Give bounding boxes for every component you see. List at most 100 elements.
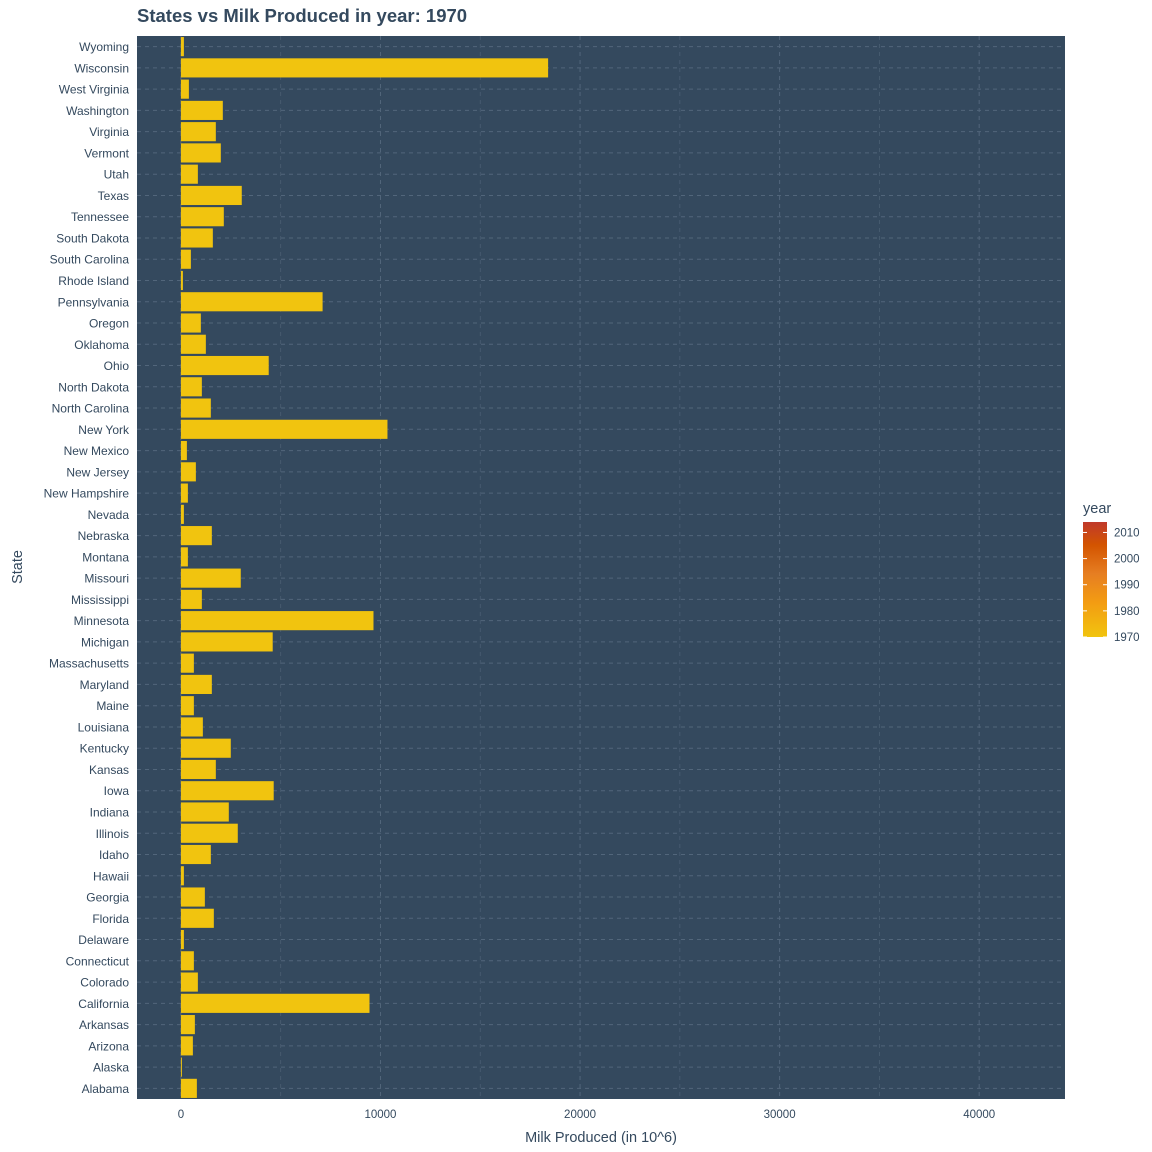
bar-south-carolina [180,249,191,269]
y-tick-label: Nevada [88,508,130,522]
bar-new-hampshire [180,483,188,503]
y-tick-label: Kansas [89,763,129,777]
x-tick-labels: 0 10000 20000 30000 40000 [178,1109,995,1121]
y-tick-label: Oregon [89,317,129,331]
y-tick-label: Michigan [81,635,129,649]
y-tick-label: Wyoming [79,40,129,54]
y-tick-label: Mississippi [71,593,129,607]
y-tick-label: Virginia [89,125,129,139]
bar-colorado [180,972,198,992]
y-tick-label: Arkansas [79,1018,129,1032]
y-tick-label: West Virginia [59,83,130,97]
y-tick-label: Colorado [80,976,129,990]
y-tick-label: Georgia [86,891,129,905]
y-tick-label: Delaware [78,933,129,947]
y-tick-label: Vermont [84,146,129,160]
y-tick-label: Alaska [93,1061,129,1075]
y-axis-title: State [10,550,26,584]
bar-nebraska [180,526,212,546]
plot-panel [137,36,1065,1099]
y-tick-label: North Dakota [58,380,129,394]
y-tick-label: New Jersey [66,465,129,479]
bar-new-jersey [180,462,196,482]
y-tick-label: South Carolina [50,253,130,267]
y-tick-label: Iowa [104,784,130,798]
bar-louisiana [180,717,203,737]
bar-new-mexico [180,441,187,461]
bar-kentucky [180,738,231,758]
bar-vermont [180,143,221,163]
bar-new-york [180,419,388,439]
y-tick-label: Hawaii [93,869,129,883]
legend: year 2010 2000 1990 1980 1970 [1083,501,1140,644]
bar-oklahoma [180,334,206,354]
y-tick-label: Washington [66,104,129,118]
y-tick-label: Illinois [96,827,129,841]
y-tick-label: North Carolina [52,402,130,416]
y-tick-label: Rhode Island [58,274,129,288]
bar-texas [180,185,242,206]
y-tick-label: Tennessee [71,210,129,224]
bar-indiana [180,802,229,822]
bar-alaska [180,1057,182,1077]
bar-north-dakota [180,377,202,397]
y-tick-label: Maryland [80,678,129,692]
bar-minnesota [180,611,374,631]
bar-kansas [180,759,216,780]
bar-wyoming [180,37,184,57]
y-tick-label: Utah [104,168,129,182]
bar-delaware [180,929,184,950]
bar-arkansas [180,1015,195,1035]
bar-florida [180,908,214,928]
bar-missouri [180,568,241,588]
bar-oregon [180,313,201,333]
bar-california [180,993,370,1013]
bar-massachusetts [180,653,194,673]
bar-tennessee [180,207,224,227]
y-tick-label: New Mexico [64,444,130,458]
bar-illinois [180,823,238,843]
bar-georgia [180,887,205,907]
legend-label: 2010 [1114,527,1140,539]
legend-label: 2000 [1114,554,1140,566]
y-tick-label: California [78,997,129,1011]
chart-title: States vs Milk Produced in year: 1970 [137,5,468,26]
bar-nevada [180,504,184,524]
bar-ohio [180,355,269,376]
x-tick-label: 10000 [364,1109,396,1121]
legend-label: 1990 [1114,580,1140,592]
bar-hawaii [180,866,184,886]
x-tick-label: 0 [178,1109,184,1121]
y-tick-label: Kentucky [80,742,129,756]
y-tick-label: Montana [82,550,129,564]
legend-label: 1970 [1114,632,1140,644]
bar-michigan [180,632,273,652]
y-tick-label: Ohio [104,359,130,373]
y-tick-label: Arizona [88,1039,129,1053]
y-tick-label: Pennsylvania [58,295,130,309]
bar-wisconsin [180,58,549,78]
x-tick-label: 20000 [564,1109,596,1121]
y-tick-label: Nebraska [78,529,130,543]
y-tick-label: Missouri [84,572,129,586]
y-tick-label: South Dakota [56,231,129,245]
y-tick-label: New York [78,423,130,437]
bar-montana [180,547,188,567]
y-tick-label: Indiana [90,805,130,819]
bar-virginia [180,122,216,142]
bar-alabama [180,1078,197,1098]
bar-pennsylvania [180,292,323,312]
bar-maryland [180,674,212,694]
y-tick-label: Massachusetts [49,657,129,671]
bar-west-virginia [180,79,189,99]
bar-arizona [180,1036,193,1056]
y-tick-label: Florida [92,912,129,926]
legend-label: 1980 [1114,606,1140,618]
bar-utah [180,164,198,184]
legend-colorbar [1083,522,1107,637]
bars [180,37,549,1098]
x-tick-label: 40000 [963,1109,995,1121]
x-tick-label: 30000 [764,1109,796,1121]
bar-south-dakota [180,228,213,248]
